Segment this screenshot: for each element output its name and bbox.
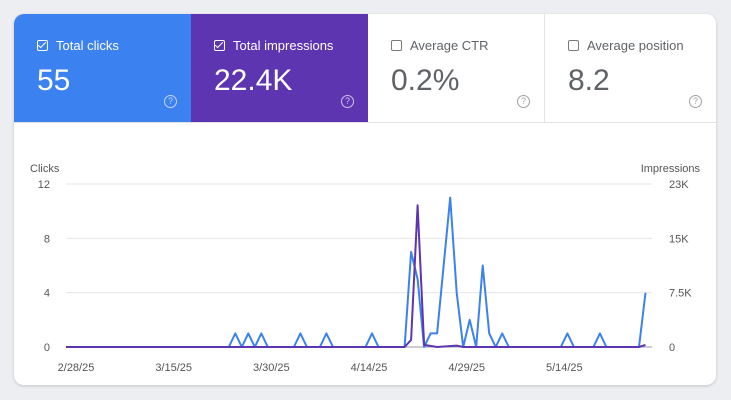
series-line-clicks (66, 196, 647, 348)
metric-average-position[interactable]: Average position 8.2 ? (545, 14, 716, 122)
help-icon[interactable]: ? (341, 95, 354, 108)
right-tick-label: 15K (669, 233, 689, 245)
left-tick-label: 4 (44, 288, 50, 300)
x-tick-label: 3/30/25 (253, 362, 290, 374)
metric-tabs: Total clicks 55 ? Total impressions 22.4… (14, 14, 716, 123)
checkbox-unchecked-icon[interactable] (568, 40, 579, 51)
metric-header: Total clicks (37, 38, 119, 53)
help-icon[interactable]: ? (689, 95, 702, 108)
checkbox-checked-icon[interactable] (214, 40, 225, 51)
metric-value: 0.2% (391, 64, 460, 97)
metric-value: 22.4K (214, 64, 293, 97)
metric-header: Average position (568, 38, 684, 53)
left-tick-label: 12 (38, 179, 50, 191)
right-tick-label: 7.5K (669, 288, 692, 300)
performance-chart: Clicks Impressions 12 8 4 0 23K 15K 7.5K 0 2/28/25… (30, 163, 701, 374)
left-tick-label: 8 (44, 233, 50, 245)
checkbox-checked-icon[interactable] (37, 40, 48, 51)
x-tick-label: 3/15/25 (155, 362, 192, 374)
left-axis-label: Clicks (30, 163, 60, 175)
metric-value: 55 (37, 64, 71, 97)
metric-label: Average CTR (410, 38, 489, 53)
performance-card: Total clicks 55 ? Total impressions 22.4… (14, 14, 716, 385)
help-icon[interactable]: ? (517, 95, 530, 108)
metric-header: Average CTR (391, 38, 489, 53)
metric-label: Total clicks (56, 38, 119, 53)
metric-total-impressions[interactable]: Total impressions 22.4K ? (191, 14, 368, 122)
left-tick-label: 0 (44, 342, 50, 354)
x-tick-label: 4/29/25 (448, 362, 485, 374)
metric-average-ctr[interactable]: Average CTR 0.2% ? (368, 14, 545, 122)
right-axis-label: Impressions (641, 163, 701, 175)
right-tick-label: 23K (669, 179, 689, 191)
metric-total-clicks[interactable]: Total clicks 55 ? (14, 14, 191, 122)
metric-value: 8.2 (568, 64, 610, 97)
checkbox-unchecked-icon[interactable] (391, 40, 402, 51)
right-tick-label: 0 (669, 342, 675, 354)
metric-header: Total impressions (214, 38, 333, 53)
help-icon[interactable]: ? (164, 95, 177, 108)
x-tick-label: 4/14/25 (351, 362, 388, 374)
x-tick-label: 2/28/25 (58, 362, 95, 374)
metric-label: Total impressions (233, 38, 334, 53)
series-line-impressions (66, 204, 646, 348)
metric-label: Average position (587, 38, 684, 53)
x-tick-label: 5/14/25 (546, 362, 583, 374)
